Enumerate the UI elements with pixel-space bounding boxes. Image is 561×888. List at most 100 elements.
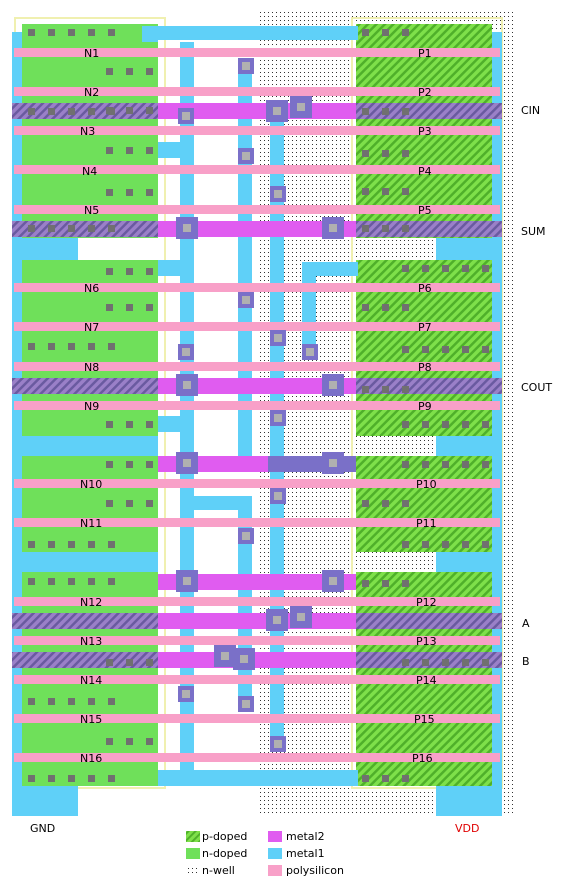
contact <box>382 108 389 115</box>
contact <box>28 29 35 36</box>
contact <box>108 29 115 36</box>
contact <box>382 188 389 195</box>
contact <box>88 225 95 232</box>
contact <box>402 659 409 666</box>
contact <box>382 29 389 36</box>
contact <box>402 500 409 507</box>
contact <box>146 147 153 154</box>
contact <box>402 225 409 232</box>
contact <box>402 265 409 272</box>
pmos-label: P5 <box>418 204 432 217</box>
nmos-label: N9 <box>84 400 100 413</box>
pmos-label: P11 <box>416 517 437 530</box>
contact <box>88 775 95 782</box>
contact <box>126 659 133 666</box>
contact <box>108 698 115 705</box>
contact <box>402 304 409 311</box>
contact <box>106 68 113 75</box>
legend-label-metal2: metal2 <box>286 830 325 843</box>
nmos-label: N13 <box>80 635 103 648</box>
contact <box>146 189 153 196</box>
contact <box>146 68 153 75</box>
contact <box>422 541 429 548</box>
contact <box>422 659 429 666</box>
contact <box>482 461 489 468</box>
contact <box>362 225 369 232</box>
contact <box>48 698 55 705</box>
pmos-label: P7 <box>418 321 432 334</box>
vdd-label: VDD <box>455 822 480 835</box>
contact <box>106 461 113 468</box>
nmos-label: N16 <box>80 752 103 765</box>
contact <box>146 304 153 311</box>
nmos-label: N4 <box>82 165 98 178</box>
nmos-label: N14 <box>80 674 103 687</box>
legend-label-n-doped: n-doped <box>202 847 248 860</box>
contact <box>462 265 469 272</box>
contact <box>28 541 35 548</box>
contact <box>402 461 409 468</box>
contact <box>442 421 449 428</box>
nmos-label: N3 <box>80 125 96 138</box>
pmos-label: P3 <box>418 125 432 138</box>
pmos-label: P14 <box>416 674 437 687</box>
pmos-label: P1 <box>418 47 432 60</box>
contact <box>146 268 153 275</box>
contact <box>28 225 35 232</box>
signal-label-a: A <box>522 617 530 630</box>
contact <box>126 738 133 745</box>
legend-swatch-n-doped <box>186 848 200 859</box>
contact <box>362 108 369 115</box>
contact <box>462 541 469 548</box>
contact <box>108 578 115 585</box>
contact <box>402 150 409 157</box>
contact <box>402 541 409 548</box>
contact <box>442 265 449 272</box>
contact <box>402 580 409 587</box>
contact <box>106 107 113 114</box>
nmos-label: N8 <box>84 361 100 374</box>
contact <box>88 29 95 36</box>
contact <box>28 775 35 782</box>
signal-label-cin: CIN <box>521 104 541 117</box>
pmos-label: P8 <box>418 361 432 374</box>
contact <box>126 147 133 154</box>
contact <box>402 346 409 353</box>
contact <box>28 578 35 585</box>
contact <box>108 775 115 782</box>
contact <box>402 421 409 428</box>
contact <box>382 500 389 507</box>
contact <box>422 346 429 353</box>
contact <box>462 346 469 353</box>
contact <box>28 343 35 350</box>
contact <box>126 189 133 196</box>
pmos-label: P4 <box>418 165 432 178</box>
contact <box>482 265 489 272</box>
contact <box>48 29 55 36</box>
pmos-label: P15 <box>414 713 435 726</box>
contact <box>48 343 55 350</box>
contact <box>482 659 489 666</box>
contact <box>48 108 55 115</box>
contact <box>362 775 369 782</box>
pmos-label: P6 <box>418 282 432 295</box>
contact <box>362 29 369 36</box>
nmos-label: N15 <box>80 713 103 726</box>
nmos-label: N5 <box>84 204 100 217</box>
contact <box>48 541 55 548</box>
pmos-label: P2 <box>418 86 432 99</box>
contact <box>106 304 113 311</box>
contact <box>106 268 113 275</box>
contact <box>462 421 469 428</box>
contact <box>146 659 153 666</box>
pmos-label: P16 <box>412 752 433 765</box>
contact <box>126 68 133 75</box>
contact <box>88 578 95 585</box>
pmos-label: P10 <box>416 478 437 491</box>
legend-swatch-n-well <box>186 865 200 876</box>
contact <box>482 421 489 428</box>
contact <box>108 225 115 232</box>
contact <box>402 29 409 36</box>
contact <box>146 421 153 428</box>
